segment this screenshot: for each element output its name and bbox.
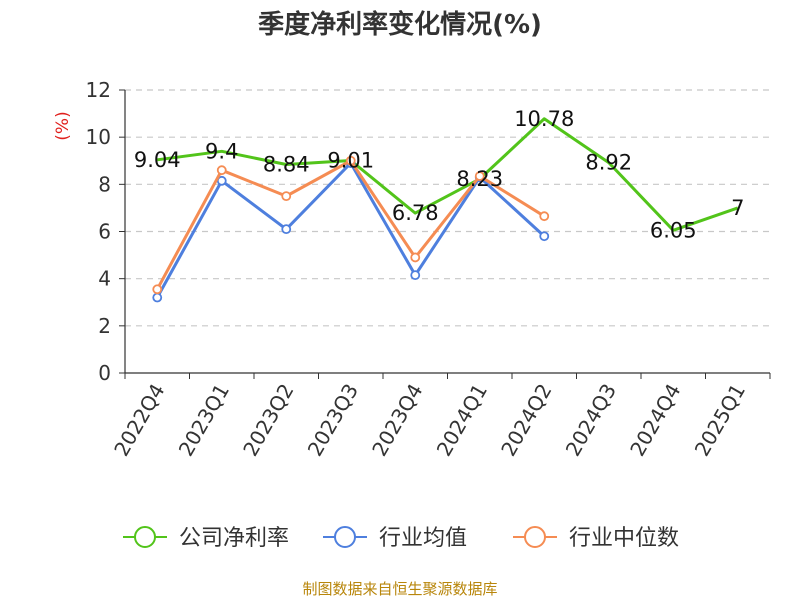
y-axis-unit: (%): [53, 111, 73, 140]
series-point-2: [152, 292, 163, 303]
series-point-2: [410, 270, 421, 281]
x-tick-label: 2023Q2: [238, 380, 298, 461]
series-point-3: [152, 284, 163, 295]
data-label: 9.01: [327, 149, 374, 173]
series-point-3: [410, 252, 421, 263]
data-label: 8.23: [456, 167, 503, 191]
y-tick-label: 6: [98, 220, 111, 244]
legend-marker-2: [334, 526, 356, 548]
series-point-2: [216, 175, 227, 186]
x-tick-label: 2022Q4: [109, 380, 169, 461]
y-tick-label: 2: [98, 314, 111, 338]
x-tick-label: 2024Q1: [432, 380, 492, 461]
x-tick-label: 2023Q4: [367, 380, 427, 461]
data-label: 9.04: [134, 148, 181, 172]
data-label: 8.92: [585, 151, 632, 175]
data-labels: 9.04 9.4 8.84 9.01 6.78 8.23 10.78 8.92 6.05 7: [134, 107, 745, 243]
series-point-2: [539, 231, 550, 242]
data-label: 10.78: [514, 107, 574, 131]
x-tick-label: 2024Q4: [625, 380, 685, 461]
legend-label-1: 公司净利率: [179, 526, 289, 551]
x-tick-label: 2024Q3: [561, 380, 621, 461]
x-tick-label: 2024Q2: [496, 380, 556, 461]
series-point-3: [539, 211, 550, 222]
series-point-3: [474, 171, 485, 181]
series-point-3: [281, 191, 292, 202]
data-label: 7: [731, 196, 744, 220]
y-tick-label: 12: [86, 78, 111, 102]
x-tick-label: 2025Q1: [690, 380, 750, 461]
series-point-3: [345, 155, 356, 166]
y-tick-label: 10: [86, 125, 111, 149]
source-note: 制图数据来自恒生聚源数据库: [302, 580, 497, 598]
grid-lines: [125, 89, 770, 327]
data-label: 6.05: [650, 218, 697, 242]
legend-label-3: 行业中位数: [569, 526, 679, 551]
y-tick-label: 8: [98, 172, 111, 196]
data-label: 9.4: [205, 139, 238, 163]
series-point-2: [281, 224, 292, 235]
series-point-3: [216, 165, 227, 176]
x-tick-label: 2023Q1: [174, 380, 234, 461]
y-tick-label: 4: [98, 267, 111, 291]
legend-label-2: 行业均值: [379, 526, 467, 551]
legend-marker-3: [524, 526, 546, 548]
series-line-1: [157, 117, 739, 232]
legend-marker-1: [134, 526, 156, 548]
x-tick-label: 2023Q3: [303, 380, 363, 461]
chart-title: 季度净利率变化情况(%): [258, 9, 542, 40]
data-label: 8.84: [263, 153, 310, 177]
y-tick-label: 0: [98, 361, 111, 385]
data-label: 6.78: [392, 201, 439, 225]
series-layer: [152, 117, 739, 303]
legend: 公司净利率 行业均值 行业中位数: [123, 526, 679, 551]
